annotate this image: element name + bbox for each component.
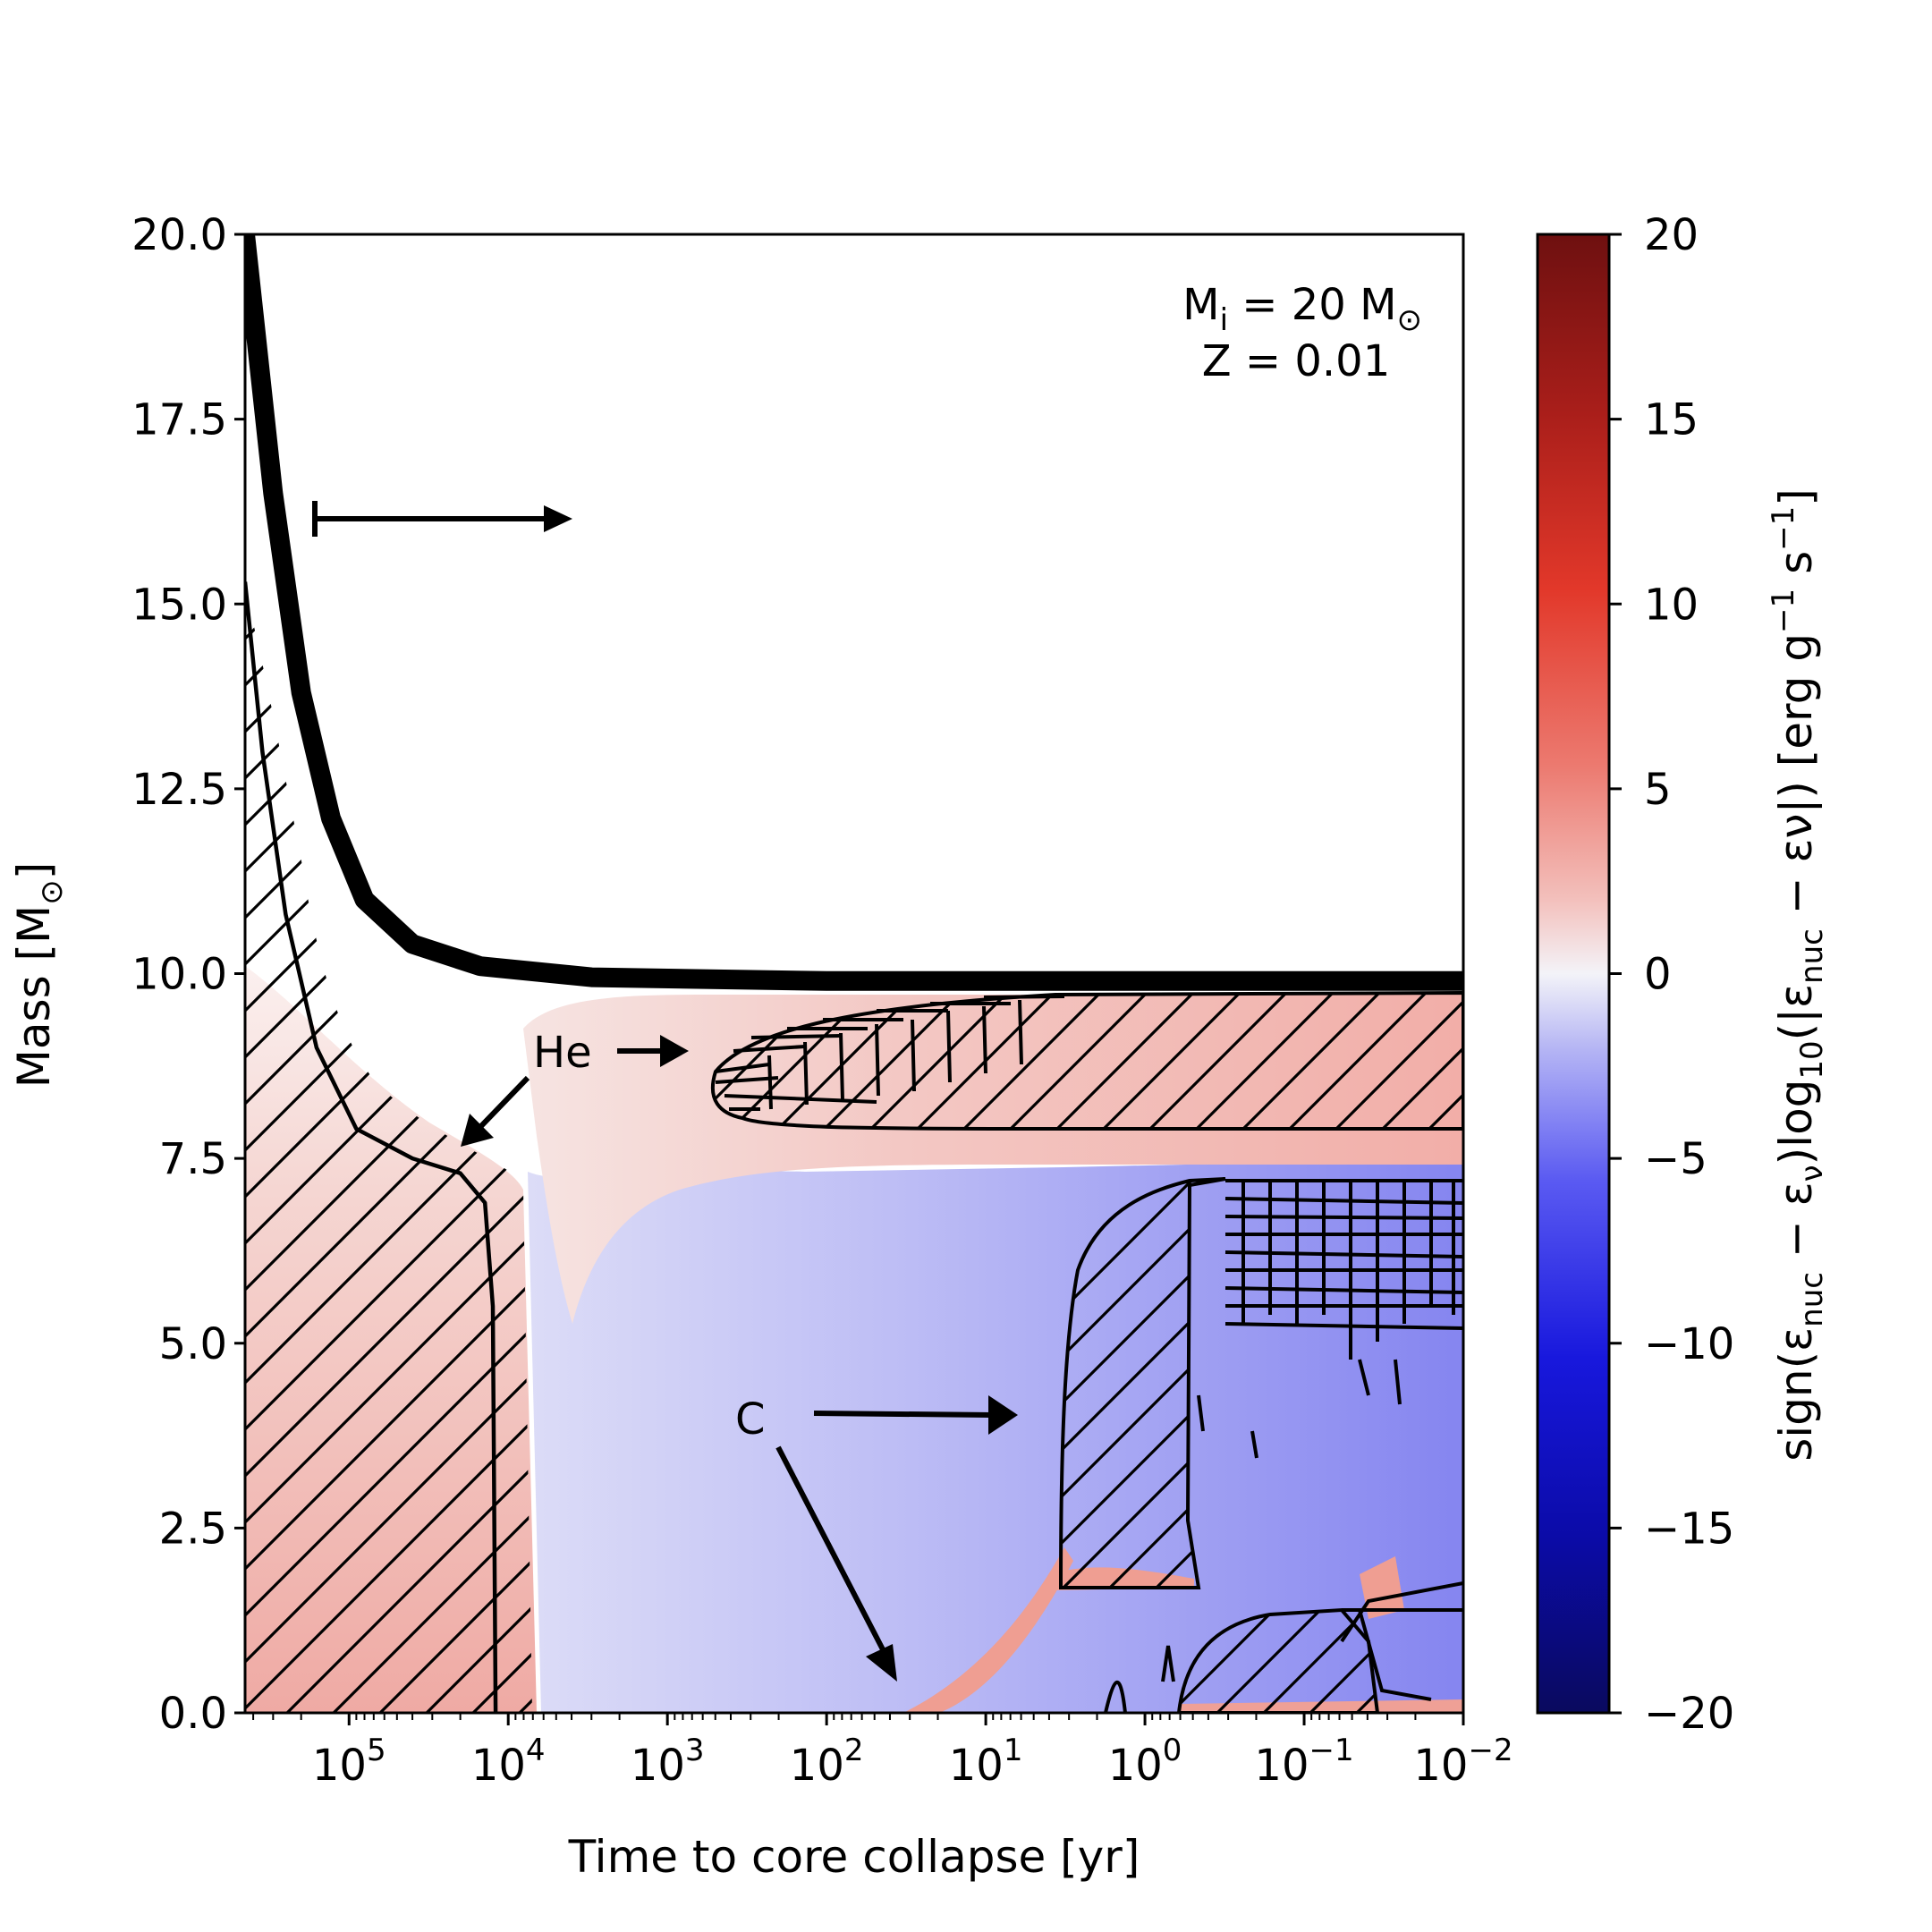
- x-tick-label: 104: [471, 1733, 546, 1791]
- annotation-arrows: [312, 501, 1018, 1682]
- mass-boundary-line: [245, 234, 1463, 991]
- x-tick-label: 100: [1108, 1733, 1182, 1791]
- he-annotation: He: [533, 1028, 592, 1078]
- plot-area: [245, 234, 1463, 1713]
- y-axis: 0.0 2.5 5.0 7.5 10.0 12.5 15.0 17.5 20.0: [131, 210, 245, 1739]
- x-tick-label: 105: [312, 1733, 386, 1791]
- y-tick-label: 15.0: [131, 580, 227, 630]
- carbon-ignition-streak: [903, 1547, 1073, 1713]
- x-tick-label: 101: [949, 1733, 1023, 1791]
- carbon-core-convective-hatch: [1058, 1177, 1226, 1589]
- sun-symbol: ⊙: [34, 879, 70, 905]
- colorbar-tick-label: −5: [1644, 1134, 1707, 1184]
- colorbar-tick-label: −15: [1644, 1504, 1734, 1554]
- colorbar-axis: −20 −15 −10 −5 0 5 10 15 20: [1609, 210, 1734, 1739]
- colorbar-tick-label: 5: [1644, 765, 1672, 815]
- x-tick-label: 103: [631, 1733, 705, 1791]
- x-axis: 105 104 103 102 101 100 10−1 10−2: [252, 1713, 1513, 1791]
- late-core-convective-hatch: [1176, 1607, 1380, 1713]
- colorbar-label: sign(εnuc − εν)log10(|εnuc − εν|) [erg g…: [1766, 488, 1830, 1462]
- colorbar-tick-label: −20: [1644, 1689, 1734, 1739]
- colorbar-tick-label: 10: [1644, 580, 1699, 630]
- extent-arrow: [312, 501, 572, 537]
- c-arrow-right: [813, 1395, 1018, 1435]
- y-tick-label: 17.5: [131, 395, 227, 445]
- y-tick-label: 12.5: [131, 765, 227, 815]
- he-shell-boundary-noise: [715, 995, 1065, 1111]
- x-tick-label: 102: [790, 1733, 864, 1791]
- colorbar-tick-label: −10: [1644, 1319, 1734, 1369]
- he-core-boundary-line: [245, 581, 498, 1713]
- y-tick-label: 20.0: [131, 210, 227, 260]
- colorbar-tick-label: 0: [1644, 950, 1672, 1000]
- y-axis-label: Mass [M⊙]: [8, 862, 70, 1088]
- y-tick-label: 5.0: [159, 1319, 227, 1369]
- colorbar: [1536, 233, 1611, 1715]
- c-annotation: C: [735, 1394, 766, 1445]
- convective-boundary-noise: [1104, 1179, 1463, 1713]
- he-arrow-down: [461, 1075, 530, 1147]
- c-arrow-down: [775, 1445, 897, 1682]
- colorbar-tick-label: 15: [1644, 395, 1699, 445]
- model-mass-label: Mi = 20 M⊙: [1182, 280, 1422, 338]
- x-tick-label: 10−2: [1413, 1733, 1513, 1791]
- y-tick-label: 2.5: [159, 1504, 227, 1554]
- convective-core-hatch: [245, 590, 532, 1713]
- late-burning-patch: [1360, 1556, 1404, 1619]
- negative-net-energy-region: [528, 1158, 1463, 1713]
- y-tick-label: 0.0: [159, 1689, 227, 1739]
- colorbar-tick-label: 20: [1644, 210, 1699, 260]
- x-axis-label: Time to core collapse [yr]: [568, 1831, 1140, 1883]
- x-tick-label: 10−1: [1254, 1733, 1353, 1791]
- he-arrow-right: [617, 1035, 689, 1067]
- y-tick-label: 7.5: [159, 1134, 227, 1184]
- y-tick-label: 10.0: [131, 950, 227, 1000]
- model-metallicity-label: Z = 0.01: [1202, 336, 1391, 386]
